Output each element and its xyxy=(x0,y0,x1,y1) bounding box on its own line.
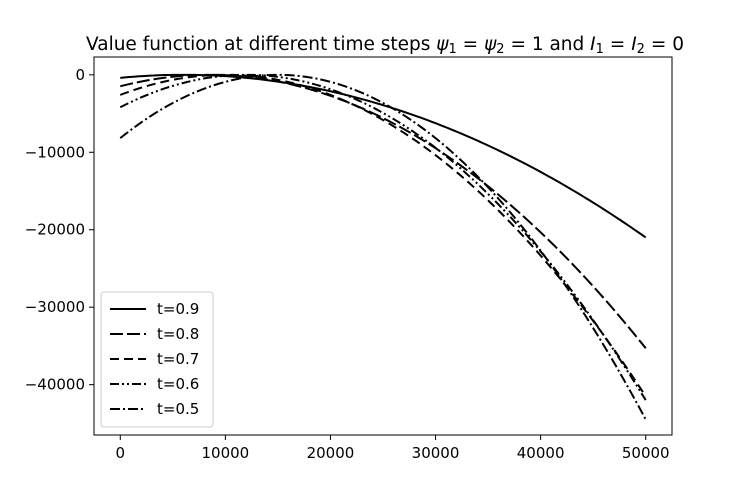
series-line-t-0-5 xyxy=(119,73,647,420)
title-part-6: = 1 and xyxy=(505,34,591,55)
plot-lines xyxy=(119,73,647,420)
title-part-10: I xyxy=(631,34,636,55)
y-tick-label: −20000 xyxy=(25,221,85,239)
x-tick-label: 40000 xyxy=(517,444,565,462)
chart-title: Value function at different time steps ψ… xyxy=(86,34,684,57)
title-part-7: I xyxy=(590,34,595,55)
title-part-8: 1 xyxy=(596,42,604,57)
y-axis: 0 −10000 −20000 −30000 −40000 xyxy=(25,66,94,394)
x-tick-label: 0 xyxy=(115,444,125,462)
legend-label: t=0.6 xyxy=(157,375,199,393)
legend-label: t=0.8 xyxy=(157,325,199,343)
legend-label: t=0.7 xyxy=(157,350,199,368)
title-part-3: = xyxy=(457,34,484,55)
y-tick-label: −10000 xyxy=(25,143,85,161)
y-tick-label: 0 xyxy=(75,66,85,84)
x-tick-label: 10000 xyxy=(202,444,250,462)
plot-frame xyxy=(93,56,673,436)
legend-label: t=0.5 xyxy=(157,400,199,418)
title-part-12: = 0 xyxy=(645,34,684,55)
legend-box xyxy=(100,291,214,428)
title-part-1: ψ xyxy=(436,34,449,55)
y-tick-label: −40000 xyxy=(25,376,85,394)
title-part-2: 1 xyxy=(449,42,457,57)
x-tick-label: 20000 xyxy=(307,444,355,462)
title-part-9: = xyxy=(604,34,631,55)
x-tick-label: 50000 xyxy=(622,444,670,462)
title-part-0: Value function at different time steps xyxy=(86,34,436,55)
x-axis: 0 10000 20000 30000 40000 50000 xyxy=(115,435,670,462)
series-line-t-0-6 xyxy=(119,73,647,401)
legend-label: t=0.9 xyxy=(157,300,199,318)
title-part-5: 2 xyxy=(496,42,504,57)
y-tick-label: −30000 xyxy=(25,298,85,316)
title-part-11: 2 xyxy=(637,42,645,57)
legend: t=0.9 t=0.8 t=0.7 t=0.6 t=0.5 xyxy=(100,291,214,428)
title-part-4: ψ xyxy=(484,34,497,55)
x-tick-label: 30000 xyxy=(412,444,460,462)
